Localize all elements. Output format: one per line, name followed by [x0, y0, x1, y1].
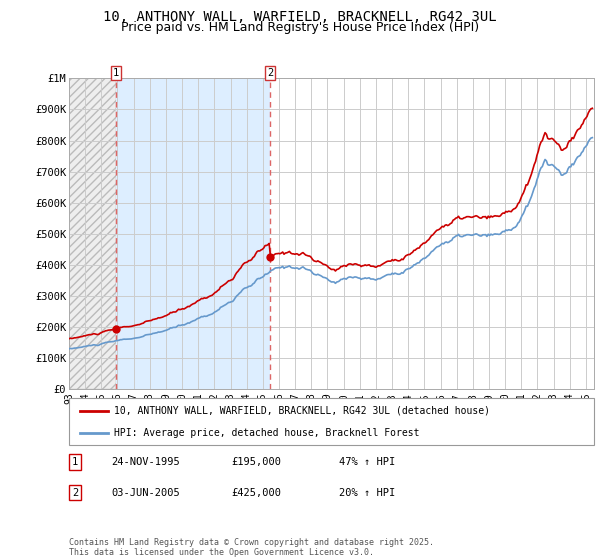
FancyBboxPatch shape — [69, 398, 594, 445]
Text: 03-JUN-2005: 03-JUN-2005 — [111, 488, 180, 498]
Text: 1: 1 — [72, 457, 78, 467]
Text: 2: 2 — [267, 68, 273, 78]
Text: £195,000: £195,000 — [231, 457, 281, 467]
Text: 20% ↑ HPI: 20% ↑ HPI — [339, 488, 395, 498]
Text: 1: 1 — [113, 68, 119, 78]
Text: 2: 2 — [72, 488, 78, 498]
Text: Price paid vs. HM Land Registry's House Price Index (HPI): Price paid vs. HM Land Registry's House … — [121, 21, 479, 34]
Text: 47% ↑ HPI: 47% ↑ HPI — [339, 457, 395, 467]
Text: 10, ANTHONY WALL, WARFIELD, BRACKNELL, RG42 3UL (detached house): 10, ANTHONY WALL, WARFIELD, BRACKNELL, R… — [113, 406, 490, 416]
Text: HPI: Average price, detached house, Bracknell Forest: HPI: Average price, detached house, Brac… — [113, 428, 419, 438]
Text: Contains HM Land Registry data © Crown copyright and database right 2025.
This d: Contains HM Land Registry data © Crown c… — [69, 538, 434, 557]
Text: 10, ANTHONY WALL, WARFIELD, BRACKNELL, RG42 3UL: 10, ANTHONY WALL, WARFIELD, BRACKNELL, R… — [103, 10, 497, 24]
Text: £425,000: £425,000 — [231, 488, 281, 498]
Text: 24-NOV-1995: 24-NOV-1995 — [111, 457, 180, 467]
